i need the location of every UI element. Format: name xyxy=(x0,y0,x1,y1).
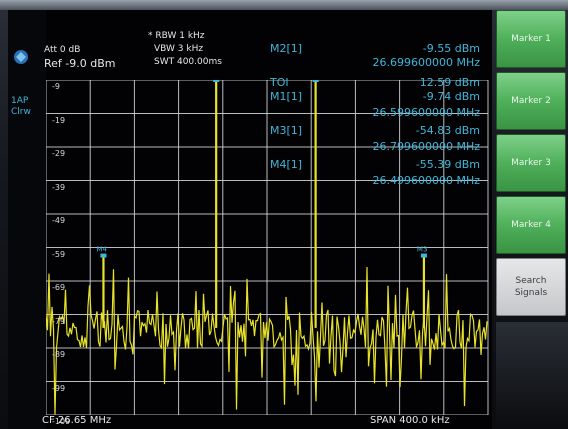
marker-symbol xyxy=(213,80,220,82)
y-axis-tick-label: -69 xyxy=(52,283,66,292)
marker2-label: M2[1] xyxy=(270,42,303,55)
marker4-softkey[interactable]: Marker 4 xyxy=(496,196,566,254)
spectrum-graph: M4M1M2M3 xyxy=(46,80,489,415)
marker2-softkey[interactable]: Marker 2 xyxy=(496,72,566,130)
search-signals-label-line1: Search xyxy=(515,276,547,286)
trace-mode-label: 1AP Clrw xyxy=(11,96,31,118)
marker4-level: -55.39 dBm xyxy=(415,158,480,171)
span-readout: SPAN 400.0 kHz xyxy=(370,415,450,426)
y-axis-tick-label: -49 xyxy=(52,216,66,225)
analyzer-screen: 1AP Clrw Att 0 dB Ref -9.0 dBm * RBW 1 k… xyxy=(8,10,492,429)
reference-level-readout: Ref -9.0 dBm xyxy=(44,57,116,70)
marker1-softkey-label: Marker 1 xyxy=(511,34,551,44)
rbw-readout: * RBW 1 kHz xyxy=(148,31,205,41)
spectrum-plot: M4M1M2M3 -9 -19 -29 -39 -49 -59 -69 -79 -89 -99 -1… xyxy=(46,80,492,426)
y-axis-tick-label: -89 xyxy=(52,350,66,359)
panel-bezel xyxy=(496,322,568,429)
y-axis-tick-label: -79 xyxy=(52,316,66,326)
noise-floor-trace xyxy=(46,266,488,415)
marker-symbol xyxy=(420,253,427,258)
instrument-logo-icon xyxy=(14,50,28,64)
marker-tag-label: M3 xyxy=(417,246,428,254)
marker4-frequency: 26.499600000 MHz xyxy=(372,174,480,187)
marker1-frequency: 26.599600000 MHz xyxy=(372,106,480,119)
marker4-softkey-label: Marker 4 xyxy=(511,220,551,230)
marker-symbol xyxy=(100,253,107,258)
device-top-bezel xyxy=(0,0,568,10)
marker3-softkey-label: Marker 3 xyxy=(511,158,551,168)
y-axis-tick-label: -109 xyxy=(52,417,71,426)
marker1-label: M1[1] xyxy=(270,90,303,103)
toi-label: TOI xyxy=(270,76,289,89)
marker2-softkey-label: Marker 2 xyxy=(511,96,551,106)
marker1-softkey[interactable]: Marker 1 xyxy=(496,10,566,68)
attenuation-readout: Att 0 dB xyxy=(44,45,81,55)
marker3-frequency: 26.799600000 MHz xyxy=(372,140,480,153)
softkey-panel: Marker 1 Marker 2 Marker 3 Marker 4 Sear… xyxy=(496,10,568,320)
center-frequency-readout: CF 26.65 MHz xyxy=(42,415,112,426)
marker-symbol xyxy=(312,80,319,82)
toi-value: 12.59 dBm xyxy=(419,76,480,89)
sweep-time-readout: SWT 400.00ms xyxy=(154,57,222,67)
search-signals-softkey[interactable]: Search Signals xyxy=(496,258,566,316)
y-axis-tick-label: -19 xyxy=(52,115,66,125)
marker3-level: -54.83 dBm xyxy=(415,124,480,137)
y-axis-tick-label: -59 xyxy=(52,249,66,259)
marker2-frequency: 26.699600000 MHz xyxy=(372,56,480,69)
marker3-softkey[interactable]: Marker 3 xyxy=(496,134,566,192)
marker3-label: M3[1] xyxy=(270,124,303,137)
y-axis-tick-label: -99 xyxy=(52,383,66,393)
marker-tag-label: M4 xyxy=(96,246,107,254)
search-signals-label-line2: Signals xyxy=(514,288,548,298)
vbw-readout: VBW 3 kHz xyxy=(154,44,204,54)
left-gutter: 1AP Clrw xyxy=(8,10,46,429)
marker2-level: -9.55 dBm xyxy=(422,42,480,55)
trace-detector-text: 1AP xyxy=(11,96,29,106)
marker4-label: M4[1] xyxy=(270,158,303,171)
trace-mode-text: Clrw xyxy=(11,107,31,117)
marker1-level: -9.74 dBm xyxy=(422,90,480,103)
y-axis-tick-label: -9 xyxy=(52,82,60,91)
y-axis-tick-label: -29 xyxy=(52,149,66,158)
y-axis-tick-label: -39 xyxy=(52,182,66,192)
